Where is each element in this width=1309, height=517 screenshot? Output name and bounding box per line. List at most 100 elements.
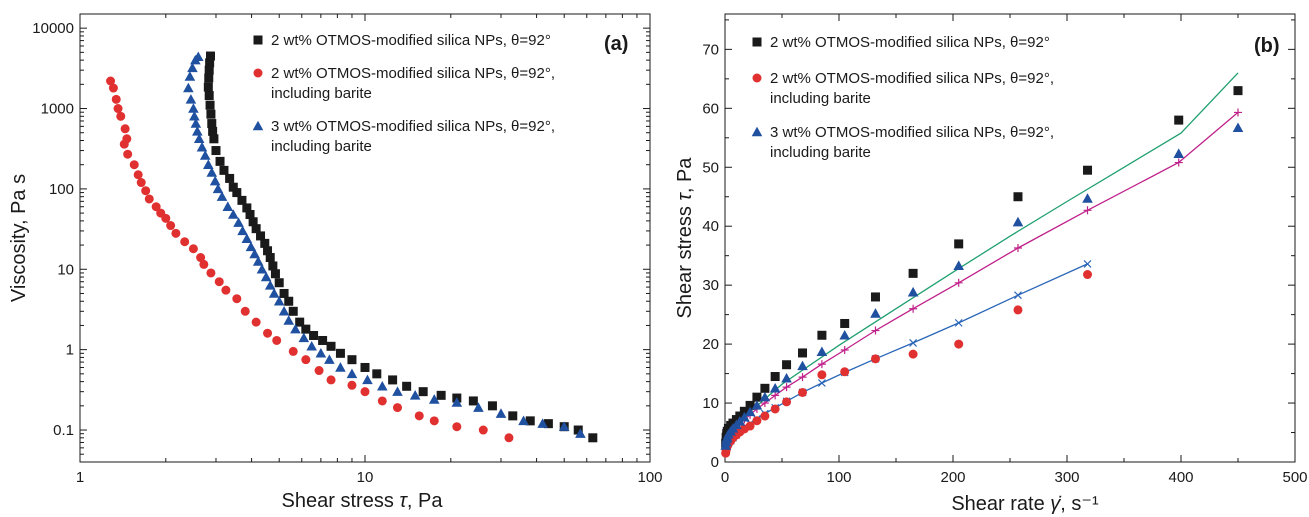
data-point	[111, 94, 121, 104]
panel-b-ticks: 0 100 200 300 400 500 0 10 20 30 40 50 60 70	[702, 14, 1308, 486]
data-point	[209, 175, 221, 186]
data-point	[188, 244, 198, 254]
data-point	[745, 421, 755, 431]
data-point	[1013, 192, 1023, 202]
data-point	[141, 186, 151, 196]
fit-line	[724, 72, 1239, 445]
fit-marker	[798, 373, 807, 382]
data-point	[558, 421, 570, 431]
data-point	[1173, 148, 1185, 158]
data-point	[278, 305, 290, 316]
data-point	[133, 170, 143, 180]
data-point	[770, 372, 780, 382]
data-point	[473, 402, 484, 412]
data-point	[272, 335, 282, 345]
data-point	[211, 146, 221, 156]
data-point	[1013, 305, 1023, 315]
data-point	[1083, 165, 1093, 175]
data-point	[263, 328, 273, 338]
x-tick-label: 100	[637, 469, 662, 486]
data-point	[166, 221, 176, 231]
data-point	[452, 422, 462, 432]
data-point	[190, 54, 201, 65]
data-point	[161, 213, 171, 223]
data-point	[208, 126, 218, 136]
data-point	[781, 372, 792, 383]
data-point	[495, 408, 507, 418]
panel-a-ticks: 1 10 100 0.1 1 10 100 1000 10000	[32, 14, 663, 486]
x-tick-label: 1	[76, 469, 84, 486]
data-point	[206, 268, 216, 278]
fit-marker	[840, 346, 849, 354]
data-point	[451, 397, 463, 407]
data-point	[816, 346, 828, 357]
data-point	[752, 416, 762, 426]
data-point	[487, 401, 497, 411]
data-point	[283, 315, 295, 325]
data-point	[326, 341, 336, 351]
data-point	[376, 380, 388, 391]
data-point	[537, 418, 548, 428]
data-point	[298, 332, 310, 343]
data-point	[573, 425, 583, 435]
data-point	[263, 246, 273, 256]
data-point	[260, 238, 270, 248]
data-point	[245, 210, 255, 220]
data-point	[752, 392, 762, 402]
data-point	[739, 406, 749, 416]
data-point	[120, 124, 130, 134]
data-point	[204, 65, 214, 75]
data-point	[203, 159, 214, 169]
data-point	[347, 355, 357, 365]
data-point	[335, 362, 346, 372]
data-point	[392, 386, 403, 396]
fit-marker	[909, 304, 918, 313]
data-point	[123, 149, 133, 159]
data-point	[116, 111, 126, 121]
data-point	[817, 370, 827, 380]
data-point	[478, 425, 488, 435]
fit-marker	[871, 326, 880, 335]
data-point	[518, 415, 529, 426]
data-point	[237, 225, 248, 236]
data-point	[1012, 216, 1024, 227]
y-tick-label: 60	[702, 100, 719, 117]
data-point	[360, 362, 370, 372]
data-point	[119, 139, 129, 149]
data-point	[205, 100, 215, 110]
data-point	[840, 367, 850, 377]
legend-label: including barite	[770, 144, 871, 161]
data-point	[113, 104, 123, 114]
data-point	[301, 324, 311, 334]
data-point	[301, 355, 311, 365]
data-point	[760, 383, 770, 393]
data-point	[954, 239, 964, 249]
data-point	[1083, 270, 1093, 280]
panel-b-label: (b)	[1254, 35, 1280, 57]
fit-marker	[1083, 260, 1092, 268]
data-point	[265, 253, 275, 263]
data-point	[588, 433, 598, 443]
data-point	[245, 241, 257, 252]
x-tick-label: 500	[1282, 469, 1307, 486]
data-point	[953, 260, 964, 270]
data-point	[256, 231, 266, 241]
data-point	[388, 375, 398, 385]
data-point	[362, 374, 373, 385]
data-point	[377, 396, 387, 406]
data-point	[151, 202, 161, 212]
panel-a-legend: 2 wt% OTMOS-modified silica NPs, θ=92° 2 …	[252, 32, 555, 155]
data-point	[769, 383, 781, 393]
data-point	[274, 278, 284, 288]
data-point	[759, 391, 771, 402]
x-tick-label: 0	[721, 469, 729, 486]
data-point	[228, 182, 238, 192]
legend-marker	[253, 35, 263, 45]
y-tick-label: 20	[702, 336, 719, 353]
legend-label: 2 wt% OTMOS-modified silica NPs, θ=92°,	[770, 70, 1054, 87]
data-point	[1233, 86, 1243, 96]
data-point	[817, 330, 827, 340]
data-point	[1232, 122, 1244, 133]
data-point	[199, 150, 211, 160]
